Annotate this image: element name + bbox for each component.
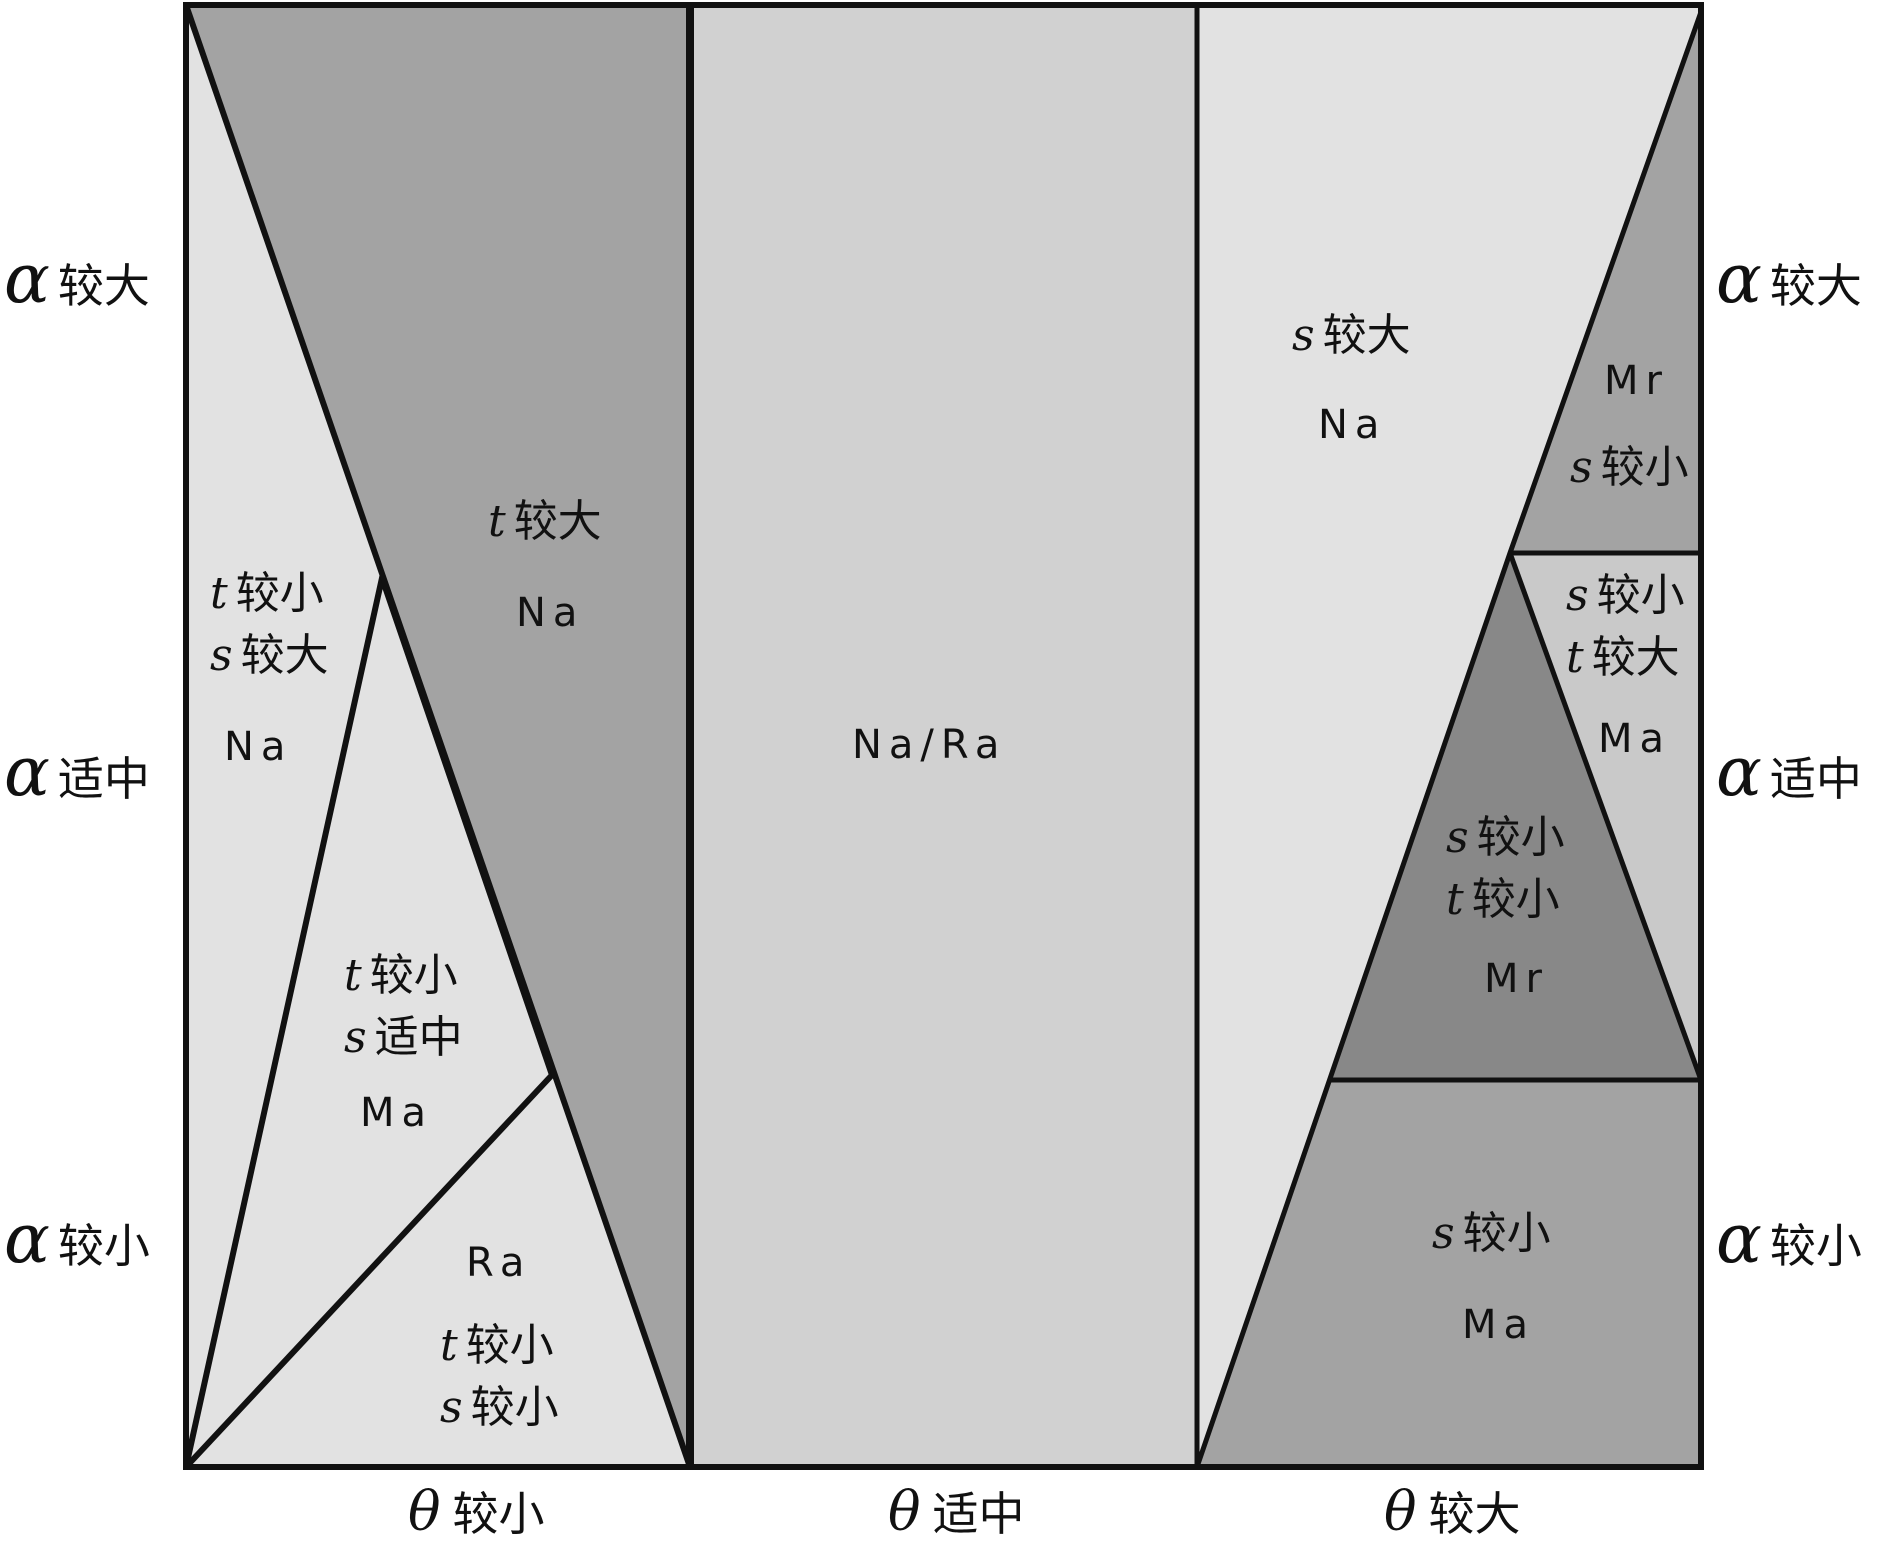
boundary-right-triangle-edge — [1507, 552, 1704, 1081]
region-ma-bottom — [1197, 1080, 1701, 1467]
left-alpha-moderate: α 适中 — [4, 733, 150, 812]
label-code: Na — [516, 590, 584, 636]
label-line: t 较小 — [344, 950, 458, 1001]
label-code: Na — [224, 724, 292, 770]
panel-theta-moderate — [690, 5, 1197, 1467]
left-axis-labels: α 较大 α 适中 α 较小 — [4, 240, 150, 1279]
label-line: t 较小 — [210, 568, 324, 619]
label-line: s 较小 — [1570, 442, 1689, 493]
label-right-na: s 较大 Na — [1292, 310, 1411, 448]
label-line: s 较小 — [1432, 1208, 1551, 1259]
label-right-ma-bottom: s 较小 Ma — [1432, 1208, 1551, 1348]
label-line: s 较小 — [1446, 812, 1565, 863]
region-mr-triangle — [1330, 553, 1701, 1080]
panel-theta-small — [183, 4, 693, 1470]
label-right-ma-mid: s 较小 t 较大 Ma — [1566, 570, 1685, 762]
label-left-ma: t 较小 s 适中 Ma — [344, 950, 463, 1136]
right-axis-labels: α 较大 α 适中 α 较小 — [1716, 240, 1862, 1279]
label-line: s 较大 — [1292, 310, 1411, 361]
boundary-main-diagonal — [183, 4, 693, 1468]
label-line: t 较小 — [1446, 874, 1560, 925]
label-code: Ma — [360, 1090, 433, 1136]
left-alpha-small: α 较小 — [4, 1200, 150, 1279]
right-alpha-small: α 较小 — [1716, 1200, 1862, 1279]
boundary-ra-ma — [183, 1072, 555, 1470]
label-code: Ma — [1462, 1302, 1535, 1348]
label-line: s 较小 — [440, 1382, 559, 1433]
outer-frame — [183, 2, 1704, 1470]
left-alpha-large: α 较大 — [4, 240, 150, 319]
label-middle-na-ra: Na/Ra — [852, 722, 1006, 768]
panel-theta-large — [1194, 5, 1704, 1468]
bottom-axis-labels: θ 较小 θ 适中 θ 较大 — [408, 1480, 1521, 1541]
label-line: t 较大 — [1566, 632, 1680, 683]
label-line: s 较小 — [1566, 570, 1685, 621]
label-line: s 适中 — [344, 1012, 463, 1063]
label-line: t 较大 — [488, 496, 602, 547]
label-code: Mr — [1484, 956, 1549, 1002]
bottom-theta-moderate: θ 适中 — [888, 1480, 1025, 1541]
label-code: Ra — [466, 1240, 531, 1286]
label-left-t-large: t 较大 Na — [488, 496, 602, 636]
label-line: s 较大 — [210, 630, 329, 681]
label-left-na: t 较小 s 较大 Na — [210, 568, 329, 770]
label-line: t 较小 — [440, 1320, 554, 1371]
bottom-theta-small: θ 较小 — [408, 1480, 545, 1541]
right-alpha-moderate: α 适中 — [1716, 733, 1862, 812]
bottom-theta-large: θ 较大 — [1384, 1480, 1521, 1541]
label-code: Mr — [1604, 358, 1669, 404]
label-code: Na — [1318, 402, 1386, 448]
label-left-ra: Ra t 较小 s 较小 — [440, 1240, 559, 1433]
label-code: Ma — [1598, 716, 1671, 762]
label-right-mr-top: Mr s 较小 — [1570, 358, 1689, 493]
label-right-mr-triangle: s 较小 t 较小 Mr — [1446, 812, 1565, 1002]
right-alpha-large: α 较大 — [1716, 240, 1862, 319]
